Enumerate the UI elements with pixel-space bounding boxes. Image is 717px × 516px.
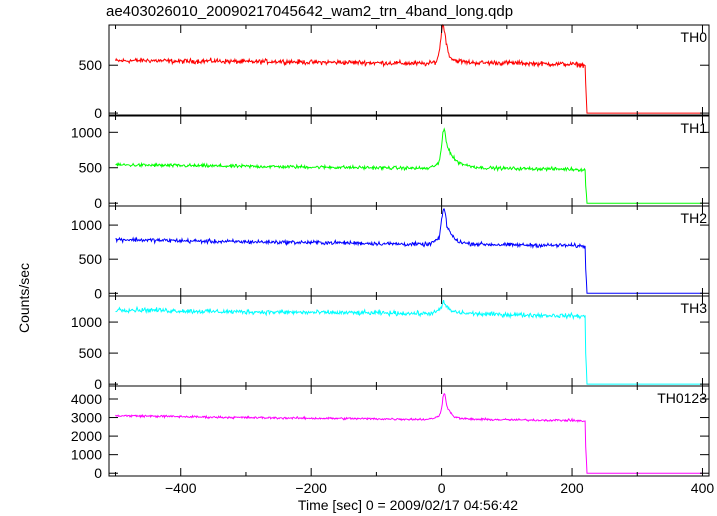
y-tick-label: 500: [79, 251, 103, 267]
y-tick-label: 0: [94, 465, 102, 481]
series-label-th1: TH1: [681, 120, 708, 136]
series-line-th1: [115, 127, 703, 204]
panel-frame-th3: [108, 295, 710, 387]
y-tick-label: 2000: [71, 428, 102, 444]
panel-frame-th0: [108, 24, 710, 116]
y-tick-label: 4000: [71, 391, 102, 407]
series-line-th0: [115, 23, 703, 114]
x-tick-label: −400: [165, 480, 197, 496]
series-label-th0123: TH0123: [657, 390, 707, 406]
panel-frame-th2: [108, 205, 710, 297]
y-tick-label: 0: [94, 376, 102, 392]
page-title: ae403026010_20090217045642_wam2_trn_4ban…: [106, 3, 514, 20]
series-label-th2: TH2: [681, 210, 708, 226]
x-tick-label: 400: [691, 480, 715, 496]
series-line-th3: [115, 299, 703, 385]
y-tick-label: 500: [79, 57, 103, 73]
series-line-th0123: [115, 392, 703, 474]
y-tick-label: 500: [79, 160, 103, 176]
y-tick-label: 1000: [71, 314, 102, 330]
x-axis-label: Time [sec] 0 = 2009/02/17 04:56:42: [297, 497, 519, 513]
y-tick-label: 1000: [71, 217, 102, 233]
y-tick-label: 3000: [71, 410, 102, 426]
y-tick-label: 0: [94, 105, 102, 121]
panel-frame-th0123: [108, 385, 710, 477]
panel-frame-th1: [108, 115, 710, 207]
x-tick-label: 0: [438, 480, 446, 496]
y-tick-label: 0: [94, 195, 102, 211]
x-tick-label: −200: [295, 480, 327, 496]
x-tick-label: 200: [560, 480, 584, 496]
series-label-th0: TH0: [681, 29, 708, 45]
y-tick-label: 0: [94, 285, 102, 301]
y-tick-label: 1000: [71, 447, 102, 463]
y-tick-label: 500: [79, 345, 103, 361]
series-line-th2: [115, 208, 703, 294]
y-tick-label: 1000: [71, 124, 102, 140]
series-label-th3: TH3: [681, 300, 708, 316]
